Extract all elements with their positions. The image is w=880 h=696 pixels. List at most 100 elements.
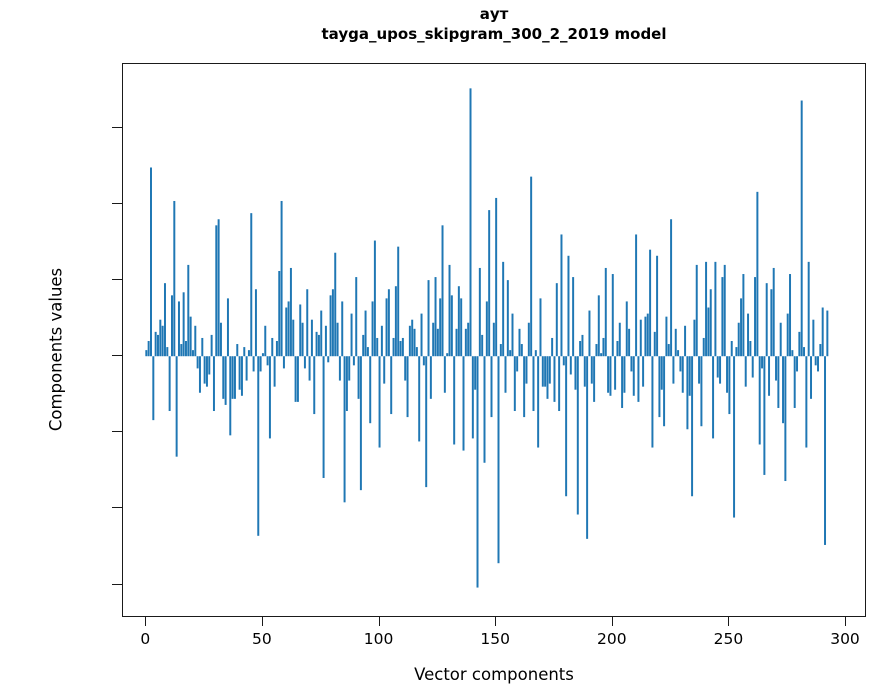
bar — [553, 356, 556, 402]
bar — [215, 225, 218, 357]
bar — [357, 356, 360, 399]
bar — [537, 356, 540, 448]
bar — [607, 356, 610, 393]
bar — [719, 356, 722, 384]
bar — [735, 347, 738, 357]
bar — [625, 301, 628, 357]
bar — [471, 356, 474, 439]
bar — [611, 274, 614, 357]
bar — [441, 225, 444, 357]
bar — [551, 337, 554, 357]
bar — [184, 341, 187, 357]
x-tick-mark — [728, 617, 730, 626]
bar — [420, 313, 423, 357]
bar — [749, 341, 752, 357]
bar — [558, 356, 561, 412]
bar — [236, 344, 239, 357]
bar — [597, 295, 600, 357]
bar — [523, 356, 526, 418]
bar — [691, 356, 694, 497]
x-tick-label: 0 — [140, 630, 151, 648]
bar — [593, 356, 596, 402]
bar — [660, 356, 663, 390]
bar — [161, 325, 164, 357]
bar — [637, 356, 640, 402]
bar — [565, 356, 568, 497]
bar — [208, 356, 211, 375]
bar — [203, 356, 206, 384]
bar — [646, 313, 649, 357]
bar — [504, 356, 507, 393]
bar — [761, 356, 764, 369]
bar — [688, 356, 691, 396]
bar — [583, 356, 586, 387]
bar — [768, 356, 771, 396]
bar — [156, 334, 159, 357]
bar — [432, 322, 435, 357]
bar — [635, 234, 638, 357]
bar — [226, 298, 229, 357]
bar — [210, 334, 213, 357]
x-tick-mark — [611, 617, 613, 626]
bar — [177, 301, 180, 357]
bar — [812, 319, 815, 357]
bar — [378, 356, 381, 448]
bar — [152, 356, 155, 421]
bar — [145, 350, 148, 357]
bar — [658, 356, 661, 418]
bar — [789, 274, 792, 357]
bar — [548, 356, 551, 384]
bar — [756, 191, 759, 357]
bar — [280, 200, 283, 357]
bar — [590, 356, 593, 384]
bar — [772, 267, 775, 357]
bar — [777, 356, 780, 408]
bar — [282, 356, 285, 369]
bar — [338, 356, 341, 381]
bar — [574, 356, 577, 390]
bar — [327, 356, 330, 363]
bar — [474, 356, 477, 390]
bar — [763, 356, 766, 475]
bar — [670, 219, 673, 357]
y-axis-label: Components values — [46, 267, 66, 432]
bar — [758, 356, 761, 445]
bar — [259, 356, 262, 372]
bar — [814, 356, 817, 366]
bar — [387, 289, 390, 357]
chart-title-line-1: аут — [479, 5, 509, 23]
bar — [716, 356, 719, 378]
bar — [495, 197, 498, 357]
bar — [518, 328, 521, 357]
bar — [469, 88, 472, 357]
bar — [775, 356, 778, 381]
bar — [695, 264, 698, 357]
bar — [572, 277, 575, 357]
bar — [700, 356, 703, 427]
bar — [219, 322, 222, 357]
bar — [247, 350, 250, 357]
bar — [385, 298, 388, 357]
bar — [329, 295, 332, 357]
bar — [604, 267, 607, 357]
bar — [341, 301, 344, 357]
bar — [744, 356, 747, 387]
bar — [355, 277, 358, 357]
bar — [390, 356, 393, 415]
bar — [275, 341, 278, 357]
bar — [728, 356, 731, 415]
bar — [345, 356, 348, 412]
bar — [786, 313, 789, 357]
bar — [303, 356, 306, 369]
x-tick-mark — [495, 617, 497, 626]
bar — [824, 356, 827, 545]
bar — [434, 277, 437, 357]
bar — [513, 356, 516, 412]
bar — [233, 356, 236, 399]
bar — [217, 219, 220, 357]
bar — [803, 347, 806, 357]
bar — [292, 319, 295, 357]
bar — [250, 213, 253, 357]
bar — [222, 356, 225, 399]
bar — [628, 328, 631, 357]
